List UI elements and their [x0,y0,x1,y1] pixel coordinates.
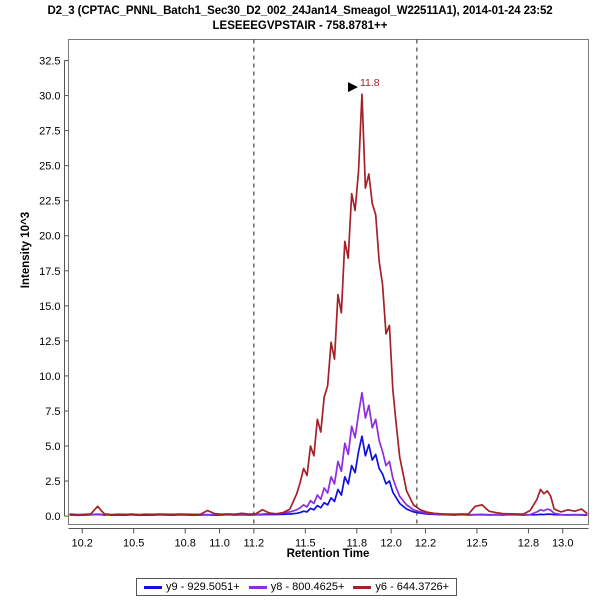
y-axis-tick-label: 32.5 [39,56,60,68]
y-axis-tick-label: 15.0 [39,301,60,313]
series-line [69,93,588,516]
x-axis-tick-label: 11.2 [244,538,265,550]
y-axis-tick-label: 30.0 [39,91,60,103]
x-axis-tick-label: 12.5 [466,538,487,550]
x-axis-tick-label: 11.5 [295,538,316,550]
peak-apex-marker-icon [347,82,358,93]
x-axis-tick-label: 12.0 [380,538,401,550]
chart-title-block: D2_3 (CPTAC_PNNL_Batch1_Sec30_D2_002_24J… [0,4,600,34]
y-axis-tick-label: 17.5 [39,266,60,278]
x-axis-tick-label: 11.0 [209,538,230,550]
y-axis-tick-label: 2.5 [45,476,60,488]
x-axis-tick-label: 13.0 [552,538,573,550]
y-axis-tick-label: 25.0 [39,161,60,173]
x-axis-tick-label: 10.5 [123,538,144,550]
x-axis-label: Retention Time [286,548,370,560]
y-axis-tick-label: 5.0 [45,441,60,453]
legend-color-swatch [144,585,162,589]
y-axis-tick-label: 12.5 [39,336,60,348]
legend-label: y9 - 929.5051+ [166,581,240,593]
x-axis-tick-label: 11.8 [347,538,368,550]
y-axis-tick-label: 27.5 [39,126,60,138]
y-axis-tick-label: 7.5 [45,406,60,418]
y-axis-tick-label: 22.5 [39,196,60,208]
series-line [69,391,588,516]
legend-entry[interactable]: y8 - 800.4625+ [248,581,345,593]
chart-title-subtitle: LESEEEGVPSTAIR - 758.8781++ [212,20,388,32]
plot-frame [68,39,589,525]
y-axis-tick-label: 0.0 [45,511,60,523]
legend-color-swatch [248,585,267,589]
x-axis-tick-label: 10.2 [72,538,93,550]
y-axis-label: Intensity 10^3 [20,211,32,289]
peak-apex-label: 11.8 [360,77,380,89]
y-axis-tick-label: 10.0 [39,371,60,383]
legend-color-swatch [353,585,372,589]
series-line [69,435,588,517]
y-axis-tick-label: 20.0 [39,231,60,243]
legend-entry[interactable]: y9 - 929.5051+ [144,581,240,593]
legend-label: y8 - 800.4625+ [270,581,345,593]
legend-entry[interactable]: y6 - 644.3726+ [353,581,449,593]
legend-label: y6 - 644.3726+ [375,581,450,593]
chart-title-line1: D2_3 (CPTAC_PNNL_Batch1_Sec30_D2_002_24J… [47,5,553,17]
x-axis-tick-label: 10.8 [174,538,195,550]
x-axis-tick-label: 12.8 [518,538,539,550]
chart-legend: y9 - 929.5051+ y8 - 800.4625+ y6 - 644.372… [136,578,458,596]
x-axis-tick-label: 12.2 [415,538,436,550]
